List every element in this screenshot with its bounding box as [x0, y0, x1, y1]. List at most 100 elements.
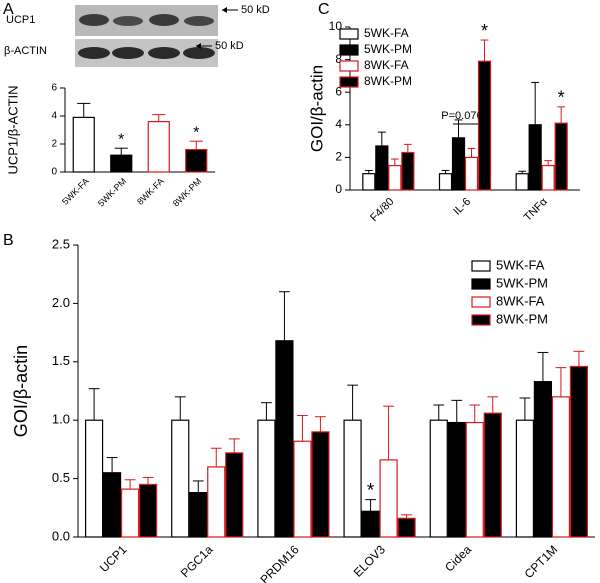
legend-swatch	[339, 60, 359, 72]
blot-marker: 50 kD	[241, 4, 270, 16]
y-tick-label: 2.5	[52, 236, 70, 251]
y-tick-label: 0.5	[52, 470, 70, 485]
legend-swatch	[339, 28, 359, 40]
x-tick-label: IL-6	[451, 196, 473, 218]
bar	[451, 137, 466, 191]
legend-label: 5WK-PM	[364, 42, 412, 56]
y-tick-label: 2.0	[52, 295, 70, 310]
bar	[447, 421, 466, 538]
blot-label: β-ACTIN	[4, 45, 47, 57]
bar	[84, 419, 104, 538]
x-tick-label: PRDM16	[257, 542, 302, 583]
bar	[541, 164, 555, 191]
bar	[554, 122, 568, 191]
bar	[569, 365, 589, 538]
bar	[257, 419, 276, 538]
y-axis-label: GOI/β-actin	[307, 65, 326, 152]
blot-label: UCP1	[6, 14, 35, 26]
bar	[189, 492, 208, 538]
blot-marker: 50 kD	[215, 40, 244, 52]
y-tick-label: 0	[335, 182, 342, 196]
blot-band	[78, 47, 110, 59]
panel-label: C	[318, 1, 330, 18]
legend-swatch	[339, 44, 359, 56]
bar	[207, 466, 226, 538]
x-tick-label: UCP1	[97, 542, 130, 575]
legend-label: 8WK-PM	[496, 311, 548, 326]
y-tick-label: 2	[51, 139, 57, 150]
bar	[438, 173, 453, 191]
significance-label: *	[118, 131, 124, 148]
x-tick-label: 5WK-FA	[60, 176, 91, 207]
legend-swatch	[471, 314, 491, 326]
legend-label: 5WK-PM	[496, 275, 548, 290]
legend-swatch	[471, 260, 491, 272]
bar	[551, 396, 571, 538]
legend-swatch	[471, 296, 491, 308]
bar	[185, 149, 208, 173]
significance-label: *	[558, 88, 565, 108]
bar	[72, 116, 95, 173]
legend-label: 8WK-FA	[364, 58, 409, 72]
y-axis-label: UCP1/β-ACTIN	[5, 85, 20, 174]
bar	[225, 452, 244, 538]
x-tick-label: TNFα	[522, 195, 551, 224]
bar	[361, 510, 380, 538]
legend-label: 5WK-FA	[496, 257, 545, 272]
y-tick-label: 6	[51, 83, 57, 94]
bar	[102, 472, 122, 538]
x-tick-label: 5WK-PM	[96, 176, 129, 209]
y-tick-label: 0	[51, 167, 57, 178]
bar	[483, 412, 502, 538]
legend-swatch	[471, 278, 491, 290]
y-tick-label: 1.0	[52, 412, 70, 427]
significance-label: *	[193, 124, 199, 141]
x-tick-label: F4/80	[368, 196, 396, 224]
legend-label: 8WK-PM	[364, 74, 412, 88]
arrow-head	[196, 43, 201, 49]
bar	[138, 483, 158, 538]
y-tick-label: 8	[335, 52, 342, 66]
panel-label: B	[3, 232, 14, 249]
bar	[147, 120, 170, 173]
bar	[464, 156, 479, 191]
blot-band	[183, 47, 215, 59]
y-tick-label: 1.5	[52, 353, 70, 368]
x-tick-label: 8WK-FA	[135, 176, 166, 207]
bar	[171, 419, 190, 538]
x-tick-label: CPT1M	[522, 542, 561, 581]
panel-label: A	[3, 1, 14, 18]
bar	[515, 419, 535, 538]
bar	[397, 517, 416, 538]
x-tick-label: PGC1a	[178, 542, 216, 580]
y-tick-label: 0.0	[52, 528, 70, 543]
bar	[311, 431, 330, 538]
blot-band	[79, 14, 109, 26]
y-tick-label: 10	[329, 19, 343, 33]
y-tick-label: 4	[335, 117, 342, 131]
bar	[120, 488, 140, 538]
bar	[379, 459, 398, 538]
bar	[477, 60, 492, 191]
bar	[515, 173, 529, 191]
bar	[362, 173, 376, 191]
blot: UCP1 β-ACTIN 50 kD 50 kD	[4, 4, 270, 67]
bar	[465, 421, 484, 538]
bar	[401, 151, 415, 191]
bar	[533, 381, 553, 538]
blot-band	[112, 47, 144, 59]
x-tick-label: Cidea	[442, 542, 474, 574]
significance-label: *	[367, 481, 375, 502]
blot-band	[113, 16, 143, 26]
bar	[528, 124, 542, 191]
y-tick-label: 4	[51, 111, 57, 122]
x-tick-label: ELOV3	[351, 542, 388, 579]
blot-band	[148, 47, 180, 59]
bar	[429, 419, 448, 538]
bar	[388, 164, 402, 191]
bar	[293, 440, 312, 538]
y-tick-label: 6	[335, 84, 342, 98]
bar	[343, 419, 362, 538]
